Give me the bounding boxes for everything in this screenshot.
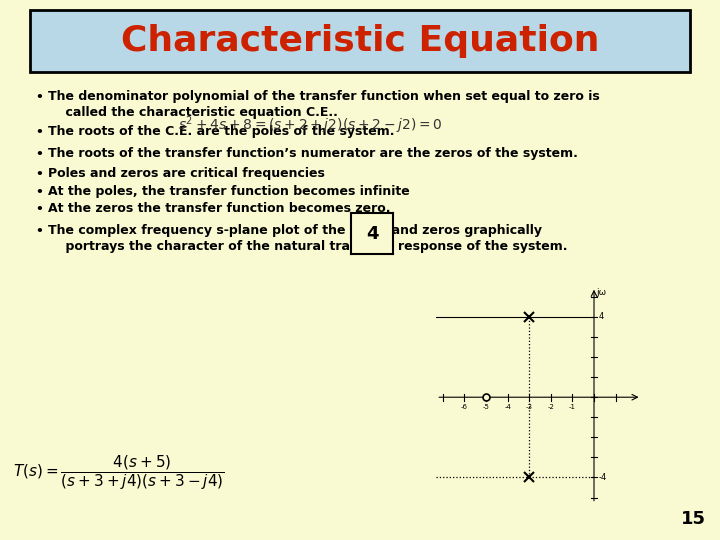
Text: The complex frequency s-plane plot of the poles and zeros graphically
    portra: The complex frequency s-plane plot of th… [48,224,567,253]
Text: •: • [35,91,43,104]
Text: -2: -2 [547,403,554,410]
Text: -6: -6 [461,403,468,410]
Text: $s^2+4s+8=(s+2+j2)(s+2-j2)=0$: $s^2+4s+8=(s+2+j2)(s+2-j2)=0$ [178,114,442,136]
Text: 15: 15 [681,510,706,528]
Text: Poles and zeros are critical frequencies: Poles and zeros are critical frequencies [48,167,325,180]
Text: •: • [35,203,43,216]
Text: The denominator polynomial of the transfer function when set equal to zero is
  : The denominator polynomial of the transf… [48,90,600,119]
Text: At the zeros the transfer function becomes zero.: At the zeros the transfer function becom… [48,202,390,215]
Text: •: • [35,168,43,181]
Text: At the poles, the transfer function becomes infinite: At the poles, the transfer function beco… [48,185,410,198]
Text: -5: -5 [482,403,490,410]
Text: •: • [35,186,43,199]
Text: Characteristic Equation: Characteristic Equation [121,24,599,58]
Text: jω: jω [597,288,607,297]
Text: 4: 4 [599,313,604,321]
Text: •: • [35,225,43,238]
Text: -1: -1 [569,403,576,410]
Text: -3: -3 [526,403,533,410]
Text: The roots of the C.E. are the poles of the system.: The roots of the C.E. are the poles of t… [48,125,395,138]
Text: The roots of the transfer function’s numerator are the zeros of the system.: The roots of the transfer function’s num… [48,147,578,160]
Bar [30,10,690,72]
Text: 4: 4 [366,225,379,242]
Text: •: • [35,126,43,139]
Text: •: • [35,148,43,161]
Text: $T(s)=\dfrac{4(s+5)}{(s+3+j4)(s+3-j4)}$: $T(s)=\dfrac{4(s+5)}{(s+3+j4)(s+3-j4)}$ [13,453,225,492]
Text: -4: -4 [504,403,511,410]
Text: -4: -4 [599,473,607,482]
